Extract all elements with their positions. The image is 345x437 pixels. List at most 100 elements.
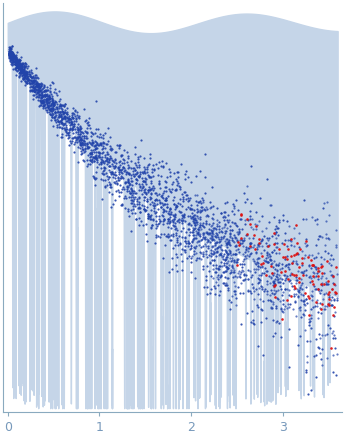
Point <box>109 169 114 176</box>
Point <box>38 101 43 108</box>
Point <box>31 79 36 86</box>
Point <box>43 92 48 99</box>
Point <box>12 61 18 68</box>
Point <box>191 248 196 255</box>
Point <box>294 290 299 297</box>
Point <box>35 86 40 93</box>
Point <box>231 257 237 264</box>
Point <box>196 238 201 245</box>
Point <box>172 225 177 232</box>
Point <box>81 135 87 142</box>
Point <box>280 288 285 295</box>
Point <box>317 335 323 342</box>
Point <box>109 169 115 176</box>
Point <box>12 55 18 62</box>
Point <box>14 60 20 67</box>
Point <box>297 304 303 311</box>
Point <box>18 67 23 74</box>
Point <box>80 142 85 149</box>
Point <box>294 239 299 246</box>
Point <box>259 263 264 270</box>
Point <box>315 272 321 279</box>
Point <box>214 261 219 268</box>
Point <box>308 279 313 286</box>
Point <box>17 66 22 73</box>
Point <box>54 92 59 99</box>
Point <box>125 175 130 182</box>
Point <box>219 254 225 261</box>
Point <box>197 226 202 233</box>
Point <box>215 265 221 272</box>
Point <box>138 187 144 194</box>
Point <box>21 74 27 81</box>
Point <box>122 193 128 200</box>
Point <box>157 212 162 219</box>
Point <box>210 275 216 282</box>
Point <box>40 103 46 110</box>
Point <box>335 351 340 358</box>
Point <box>9 53 15 60</box>
Point <box>238 269 244 276</box>
Point <box>60 121 66 128</box>
Point <box>331 351 336 358</box>
Point <box>64 111 70 118</box>
Point <box>8 54 13 61</box>
Point <box>274 276 279 283</box>
Point <box>204 211 210 218</box>
Point <box>223 208 228 215</box>
Point <box>22 74 27 81</box>
Point <box>230 201 235 208</box>
Point <box>72 133 78 140</box>
Point <box>327 324 333 331</box>
Point <box>235 236 240 243</box>
Point <box>208 272 214 279</box>
Point <box>263 239 269 246</box>
Point <box>228 230 233 237</box>
Point <box>98 159 104 166</box>
Point <box>187 205 193 212</box>
Point <box>108 184 114 191</box>
Point <box>239 321 244 328</box>
Point <box>330 368 335 375</box>
Point <box>37 98 43 105</box>
Point <box>299 285 304 292</box>
Point <box>27 80 33 87</box>
Point <box>152 196 158 203</box>
Point <box>199 207 205 214</box>
Point <box>155 233 160 240</box>
Point <box>315 315 321 322</box>
Point <box>17 64 22 71</box>
Point <box>296 288 302 295</box>
Point <box>48 101 53 108</box>
Point <box>88 153 94 160</box>
Point <box>7 49 13 56</box>
Point <box>135 164 140 171</box>
Point <box>140 222 145 229</box>
Point <box>250 283 256 290</box>
Point <box>191 232 197 239</box>
Point <box>23 78 29 85</box>
Point <box>284 243 289 250</box>
Point <box>270 316 276 323</box>
Point <box>255 303 261 310</box>
Point <box>174 239 180 246</box>
Point <box>160 208 166 215</box>
Point <box>259 286 264 293</box>
Point <box>332 281 337 288</box>
Point <box>222 220 227 227</box>
Point <box>89 149 95 156</box>
Point <box>21 70 27 77</box>
Point <box>143 207 149 214</box>
Point <box>175 168 181 175</box>
Point <box>215 216 220 223</box>
Point <box>310 261 316 268</box>
Point <box>333 227 339 234</box>
Point <box>132 202 137 209</box>
Point <box>41 87 47 94</box>
Point <box>45 84 50 91</box>
Point <box>332 312 337 319</box>
Point <box>280 280 286 287</box>
Point <box>52 112 58 119</box>
Point <box>33 93 39 100</box>
Point <box>139 174 145 181</box>
